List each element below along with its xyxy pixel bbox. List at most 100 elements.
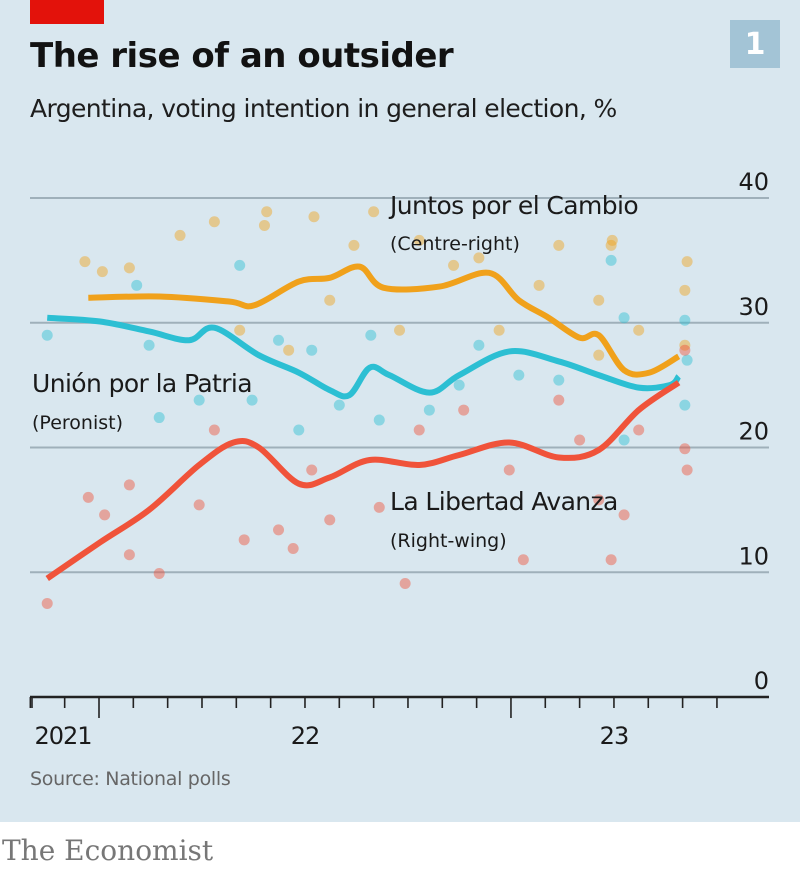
poll-dot-union [365,329,377,341]
poll-dot-juntos [473,252,485,264]
economist-logo-text: The Economist [2,834,214,867]
poll-dot-juntos [348,239,360,251]
poll-dot-juntos [123,262,135,274]
series-note-juntos: (Centre-right) [390,233,520,255]
poll-dot-union [679,314,691,326]
series-label-libertad: La Libertad Avanza [390,487,618,516]
poll-dot-union [333,399,345,411]
poll-dot-libertad [41,597,53,609]
y-tick-label: 0 [754,667,769,695]
poll-dot-juntos [553,239,565,251]
poll-dot-libertad [208,424,220,436]
poll-dot-juntos [79,256,91,268]
poll-dot-libertad [306,464,318,476]
poll-dot-union [41,329,53,341]
poll-dot-juntos [679,284,691,296]
poll-dot-libertad [633,424,645,436]
poll-dot-juntos [681,256,693,268]
poll-dot-union [679,399,691,411]
chart-panel: 1 The rise of an outsider Argentina, vot… [0,0,800,822]
poll-dot-libertad [618,509,630,521]
series-note-libertad: (Right-wing) [390,530,507,552]
poll-dot-juntos [448,259,460,271]
y-tick-label: 30 [738,293,769,321]
poll-dot-juntos [633,324,645,336]
poll-dot-juntos [606,234,618,246]
poll-dot-libertad [373,501,385,513]
poll-dot-union [306,344,318,356]
y-tick-label: 40 [738,168,769,196]
poll-dot-libertad [82,491,94,503]
poll-dot-libertad [679,344,691,356]
y-tick-label: 10 [738,542,769,570]
source-note: Source: National polls [30,768,231,790]
poll-dot-juntos [533,279,545,291]
poll-dot-union [293,424,305,436]
poll-dot-juntos [368,206,380,218]
poll-dot-union [423,404,435,416]
poll-dot-union [681,354,693,366]
poll-dot-juntos [208,216,220,228]
poll-dot-union [453,379,465,391]
poll-dot-union [373,414,385,426]
poll-dot-juntos [234,324,246,336]
trend-line-juntos [88,263,681,378]
poll-dot-union [618,312,630,324]
poll-dot-libertad [287,543,299,555]
poll-dot-union [273,334,285,346]
poll-dot-juntos [258,219,270,231]
poll-dot-libertad [413,424,425,436]
poll-dot-juntos [679,339,691,351]
poll-dot-libertad [503,464,515,476]
poll-dot-libertad [605,554,617,566]
poll-dot-juntos [261,206,273,218]
poll-dot-union [143,339,155,351]
trend-line-libertad [45,380,681,581]
poll-dot-union [513,369,525,381]
line-chart: 0 10 20 30 40 2021 22 23 Juntos por el Cambio (… [29,168,769,750]
poll-dot-libertad [574,434,586,446]
chart-title: The rise of an outsider [30,36,454,76]
poll-dot-libertad [99,509,111,521]
poll-dot-union [131,279,143,291]
poll-dot-libertad [593,494,605,506]
poll-dot-libertad [399,577,411,589]
poll-dot-libertad [153,567,165,579]
poll-dot-juntos [324,294,336,306]
brand-accent-bar [30,0,104,24]
poll-dot-libertad [458,404,470,416]
poll-dot-juntos [493,324,505,336]
poll-dot-union [473,339,485,351]
poll-dot-union [605,254,617,266]
poll-dot-juntos [394,324,406,336]
poll-dot-union [153,412,165,424]
poll-dot-union [193,394,205,406]
poll-dot-juntos [174,229,186,241]
poll-dot-union [246,394,258,406]
poll-dot-juntos [283,344,295,356]
series-label-union: Unión por la Patria [32,369,252,398]
poll-dot-libertad [123,549,135,561]
series-label-juntos: Juntos por el Cambio [388,191,638,220]
poll-dot-juntos [413,234,425,246]
y-tick-label: 20 [738,418,769,446]
poll-dot-libertad [123,479,135,491]
poll-dot-libertad [679,443,691,455]
x-tick-label: 2021 [34,722,91,750]
poll-dot-libertad [553,394,565,406]
poll-dot-libertad [517,554,529,566]
poll-dot-union [234,259,246,271]
poll-dot-libertad [324,514,336,526]
poll-dot-juntos [593,294,605,306]
poll-dot-juntos [593,349,605,361]
poll-dot-libertad [681,464,693,476]
poll-dot-juntos [96,266,108,278]
trend-line-union [47,314,682,400]
poll-dot-juntos [308,211,320,223]
poll-dot-libertad [238,534,250,546]
poll-dot-libertad [193,499,205,511]
poll-dot-union [553,374,565,386]
x-tick-label: 23 [600,722,629,750]
chart-subtitle: Argentina, voting intention in general e… [30,94,617,123]
poll-dot-libertad [273,524,285,536]
